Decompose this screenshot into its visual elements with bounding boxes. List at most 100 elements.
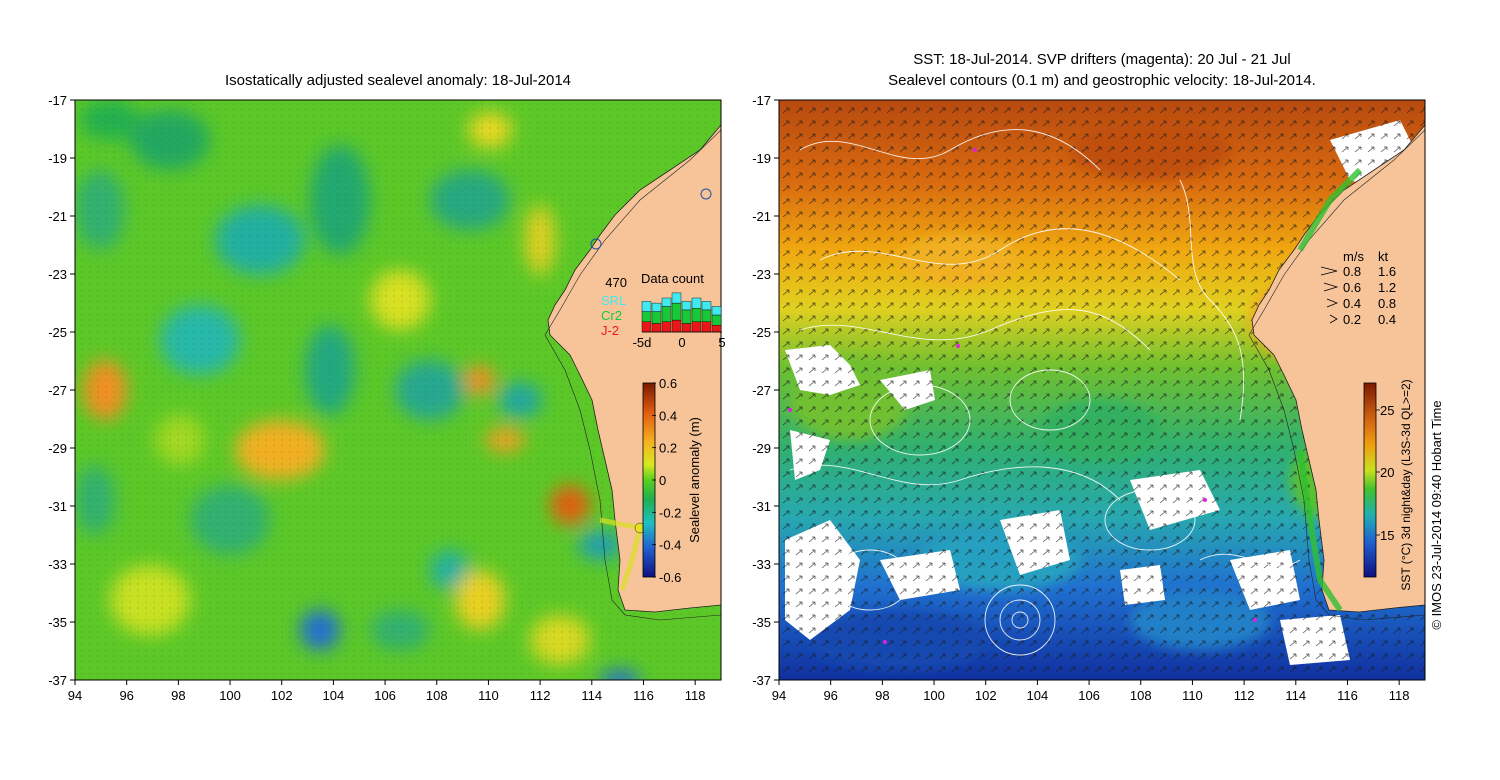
- left-y-tick-label: -19: [48, 151, 67, 166]
- velocity-legend-arrow: [1320, 266, 1338, 276]
- left-y-tick-label: -27: [48, 383, 67, 398]
- right-y-tick-label: -31: [752, 499, 771, 514]
- right-x-tick-label: 118: [1389, 688, 1410, 703]
- count-bar-srl: [711, 306, 722, 316]
- right-y-tick-label: -17: [752, 93, 771, 108]
- colorbar-tick-label: 0.2: [659, 441, 677, 456]
- count-bar-j2: [681, 323, 692, 333]
- velocity-legend-ms: 0.8: [1343, 264, 1361, 279]
- colorbar-tick-label: 0: [659, 473, 666, 488]
- colorbar-tick-label: -0.4: [659, 538, 681, 553]
- left-y-tick-label: -31: [48, 499, 67, 514]
- left-x-tick-label: 100: [219, 688, 241, 703]
- right-x-tick-label: 114: [1285, 688, 1306, 703]
- count-bar-srl: [681, 301, 692, 311]
- sst-colorbar-tick-label: 15: [1380, 528, 1394, 543]
- velocity-legend-arrow: [1326, 298, 1339, 308]
- count-bar-cr2: [661, 306, 672, 323]
- count-bar-cr2: [711, 314, 722, 326]
- left-x-tick-label: 108: [426, 688, 448, 703]
- right-x-tick-label: 94: [772, 688, 786, 703]
- right-x-tick-label: 108: [1130, 688, 1152, 703]
- count-bar-j2: [691, 321, 702, 333]
- count-bar-cr2: [651, 311, 662, 324]
- right-x-tick-label: 98: [875, 688, 889, 703]
- count-x-tick-label: 5: [718, 335, 725, 350]
- right-x-tick-label: 116: [1337, 688, 1358, 703]
- count-x-tick-label: 0: [678, 335, 685, 350]
- count-bar-j2: [641, 321, 652, 333]
- velocity-legend-kt-header: kt: [1378, 249, 1389, 264]
- left-y-tick-label: -25: [48, 325, 67, 340]
- right-y-tick-label: -25: [752, 325, 771, 340]
- count-bar-j2: [711, 325, 722, 333]
- left-x-tick-label: 96: [119, 688, 133, 703]
- right-y-tick-label: -33: [752, 557, 771, 572]
- count-bar-cr2: [691, 308, 702, 323]
- velocity-legend-kt: 1.6: [1378, 264, 1396, 279]
- count-bar-j2: [661, 321, 672, 333]
- velocity-legend-ms-header: m/s: [1343, 249, 1364, 264]
- count-bar-j2: [701, 321, 712, 333]
- left-x-tick-label: 102: [271, 688, 293, 703]
- data-count-title: Data count: [641, 271, 704, 286]
- left-y-axis: -17 -19 -21 -23 -25 -27 -29 -31 -33 -35 -37: [48, 93, 75, 688]
- count-bar-cr2: [701, 309, 712, 322]
- left-y-tick-label: -33: [48, 557, 67, 572]
- right-y-tick-label: -35: [752, 615, 771, 630]
- left-x-tick-label: 106: [374, 688, 396, 703]
- left-y-tick-label: -17: [48, 93, 67, 108]
- velocity-legend-arrow: [1329, 314, 1338, 324]
- left-y-tick-label: -21: [48, 209, 67, 224]
- right-y-tick-label: -37: [752, 673, 771, 688]
- left-x-tick-label: 118: [685, 688, 706, 703]
- right-x-tick-label: 96: [823, 688, 837, 703]
- count-bar-j2: [671, 319, 682, 333]
- sealevel-contours: [789, 129, 1301, 656]
- sla-field: [75, 100, 721, 680]
- legend-cr2: Cr2: [601, 308, 622, 323]
- right-x-tick-label: 106: [1078, 688, 1100, 703]
- data-count-total: 470: [605, 275, 627, 290]
- left-y-tick-label: -37: [48, 673, 67, 688]
- right-x-tick-label: 112: [1234, 688, 1255, 703]
- velocity-legend-arrow: [1323, 282, 1339, 292]
- sst-colorbar-tick-label: 20: [1380, 465, 1394, 480]
- count-bar-cr2: [681, 309, 692, 324]
- left-x-tick-label: 94: [68, 688, 82, 703]
- count-bar-cr2: [671, 302, 682, 321]
- right-x-axis: 94 96 98 100 102 104 106 108 110 112 114 116 118: [772, 680, 1410, 703]
- right-y-tick-label: -21: [752, 209, 771, 224]
- colorbar-tick-label: -0.2: [659, 505, 681, 520]
- legend-srl: SRL: [601, 293, 626, 308]
- left-x-tick-label: 104: [323, 688, 345, 703]
- data-count-bars: [641, 292, 722, 333]
- count-bar-srl: [661, 297, 672, 307]
- right-y-tick-label: -19: [752, 151, 771, 166]
- right-y-tick-label: -23: [752, 267, 771, 282]
- sla-colorbar: 0.6 0.4 0.2 0 -0.2 -0.4 -0.6 Sealevel anomaly …: [642, 376, 702, 585]
- right-y-axis: -17 -19 -21 -23 -25 -27 -29 -31 -33 -35 -37: [752, 93, 779, 688]
- count-bar-srl: [691, 297, 702, 309]
- count-x-tick-label: -5d: [633, 335, 652, 350]
- left-x-tick-label: 98: [171, 688, 185, 703]
- velocity-legend-ms: 0.6: [1343, 280, 1361, 295]
- left-y-tick-label: -35: [48, 615, 67, 630]
- right-x-tick-label: 104: [1027, 688, 1049, 703]
- left-y-tick-label: -29: [48, 441, 67, 456]
- velocity-legend-kt: 0.8: [1378, 296, 1396, 311]
- velocity-legend-ms: 0.4: [1343, 296, 1361, 311]
- legend-j2: J-2: [601, 323, 619, 338]
- left-map-title: Isostatically adjusted sealevel anomaly:…: [224, 72, 572, 89]
- velocity-legend-kt: 0.4: [1378, 312, 1396, 327]
- right-y-tick-label: -29: [752, 441, 771, 456]
- left-x-axis: 94 96 98 100 102 104 106 108 110 112 114 116 118: [68, 680, 706, 703]
- right-map: -17 -19 -21 -23 -25 -27 -29 -31 -33 -35 -37 94 96 98…: [752, 93, 1444, 703]
- data-count-inset: 470 Data count SRL Cr2 J-2 -5d 0 5: [601, 271, 726, 350]
- imos-credit: © IMOS 23-Jul-2014 09:40 Hobart Time: [1429, 400, 1444, 629]
- left-x-tick-label: 112: [530, 688, 551, 703]
- right-x-tick-label: 102: [975, 688, 997, 703]
- count-bar-srl: [671, 292, 682, 304]
- left-map: -17 -19 -21 -23 -25 -27 -29 -31 -33 -35 -37 94 96 98…: [48, 93, 725, 703]
- left-x-tick-label: 116: [633, 688, 654, 703]
